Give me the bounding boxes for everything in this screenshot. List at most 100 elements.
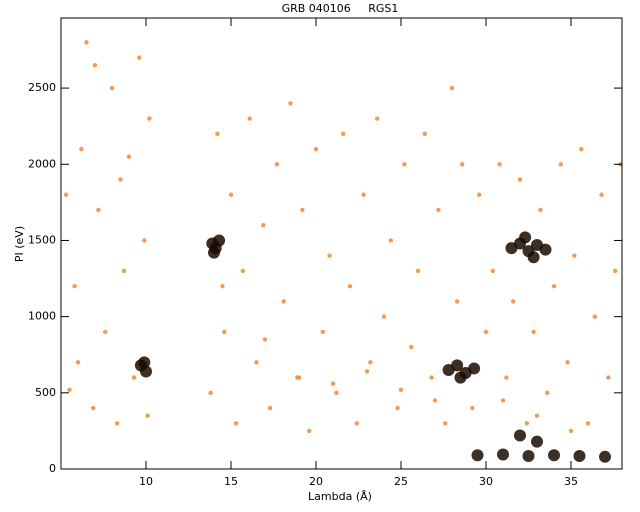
event-point (519, 231, 532, 244)
event-point (138, 356, 151, 369)
event-point (388, 238, 393, 243)
event-point (454, 299, 460, 304)
y-tick-label: 1500 (28, 233, 56, 246)
chart-title: GRB 040106 RGS1 (282, 2, 399, 15)
event-point (341, 131, 346, 136)
event-point (354, 421, 359, 426)
event-point (92, 63, 98, 68)
event-point (500, 398, 506, 403)
x-axis-label: Lambda (Å) (308, 490, 372, 503)
event-point (147, 116, 152, 121)
event-point (254, 360, 259, 365)
event-point (449, 85, 455, 91)
event-point (568, 428, 574, 434)
y-tick-label: 0 (49, 462, 56, 475)
event-point (497, 162, 502, 167)
event-point (233, 421, 239, 426)
event-point (551, 283, 557, 289)
event-point (296, 375, 302, 380)
y-tick-label: 2000 (28, 157, 56, 170)
event-point (415, 268, 421, 274)
event-point (121, 268, 127, 274)
event-point (281, 299, 286, 304)
event-point (131, 375, 137, 380)
event-point (432, 398, 438, 403)
plot-area (63, 40, 623, 463)
x-tick-label: 10 (139, 475, 153, 488)
x-tick-label: 35 (564, 475, 578, 488)
event-point (140, 365, 152, 378)
event-point (558, 162, 563, 167)
event-point (592, 314, 597, 319)
event-point (137, 55, 142, 60)
event-point (422, 131, 427, 136)
event-point (109, 85, 115, 91)
event-point (548, 449, 560, 462)
x-tick-label: 30 (479, 475, 493, 488)
event-point (361, 192, 366, 197)
event-point (247, 116, 252, 121)
event-point (599, 192, 604, 197)
event-point (504, 375, 509, 380)
event-point (240, 268, 246, 274)
event-point (514, 429, 526, 442)
event-point (477, 192, 482, 197)
event-point (213, 234, 226, 247)
event-point (511, 299, 516, 304)
event-point (215, 131, 220, 136)
event-point (228, 192, 234, 197)
event-point (460, 162, 465, 167)
y-tick-label: 1000 (28, 310, 56, 323)
event-point (208, 390, 213, 396)
event-point (368, 360, 373, 365)
event-point (267, 405, 273, 411)
event-point (524, 421, 529, 426)
event-point (585, 421, 591, 426)
event-point (606, 375, 611, 380)
event-point (534, 413, 540, 418)
event-point (261, 223, 266, 228)
event-point (91, 405, 96, 411)
event-point (470, 405, 475, 411)
event-point (327, 253, 332, 258)
event-point (517, 177, 523, 182)
event-point (409, 344, 414, 350)
event-point (79, 146, 84, 152)
event-point (527, 251, 540, 264)
event-point (454, 371, 467, 384)
event-point (118, 177, 123, 182)
event-point (288, 101, 293, 106)
event-point (72, 283, 77, 289)
event-point (375, 116, 380, 121)
event-point (402, 162, 407, 167)
event-point (364, 369, 370, 374)
event-point (436, 207, 441, 213)
event-point (539, 243, 552, 256)
axes-frame (60, 17, 623, 470)
event-point (84, 40, 89, 45)
event-point (483, 329, 489, 335)
event-point (300, 207, 305, 213)
event-point (114, 421, 120, 426)
event-point (490, 268, 495, 274)
event-point (468, 362, 481, 375)
y-tick-label: 2500 (28, 81, 56, 94)
x-tick-label: 15 (224, 475, 238, 488)
event-point (307, 428, 312, 434)
event-point (531, 435, 543, 448)
event-point (572, 253, 577, 258)
event-point (545, 390, 550, 396)
event-point (208, 246, 220, 259)
x-tick-label: 20 (309, 475, 323, 488)
event-point (103, 329, 108, 335)
event-point (398, 387, 404, 392)
event-point (381, 314, 387, 319)
event-point (126, 154, 132, 159)
event-point (75, 360, 81, 365)
event-point (395, 405, 400, 411)
event-point (330, 381, 336, 386)
x-tick-label: 25 (394, 475, 408, 488)
event-point (573, 450, 586, 463)
event-point (531, 329, 536, 335)
